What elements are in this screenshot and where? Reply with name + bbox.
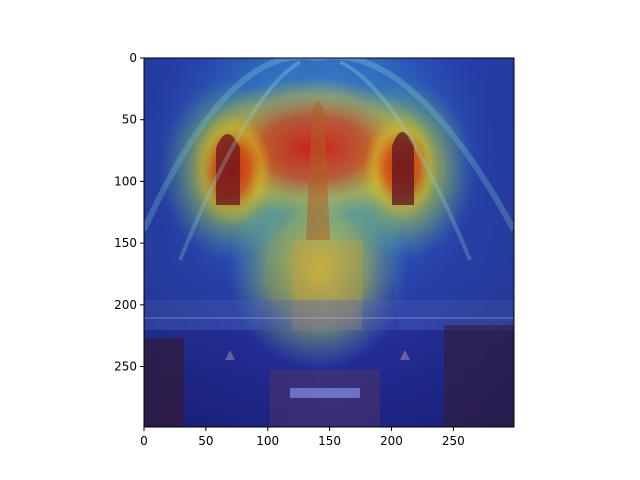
heatmap-image (144, 58, 514, 427)
x-tick-label: 150 (318, 434, 341, 448)
x-axis: 0 50 100 150 200 250 (140, 427, 465, 448)
axes-frame (143, 57, 515, 428)
y-tick-label: 200 (114, 298, 137, 312)
x-tick-label: 200 (380, 434, 403, 448)
x-tick-label: 50 (198, 434, 213, 448)
y-tick-label: 100 (114, 174, 137, 188)
y-tick-label: 150 (114, 236, 137, 250)
x-tick-label: 100 (256, 434, 279, 448)
y-tick-label: 50 (122, 113, 137, 127)
x-tick-label: 250 (442, 434, 465, 448)
y-axis: 0 50 100 150 200 250 (114, 51, 144, 374)
y-tick-label: 0 (129, 51, 137, 65)
y-tick-label: 250 (114, 360, 137, 374)
x-tick-label: 0 (140, 434, 148, 448)
